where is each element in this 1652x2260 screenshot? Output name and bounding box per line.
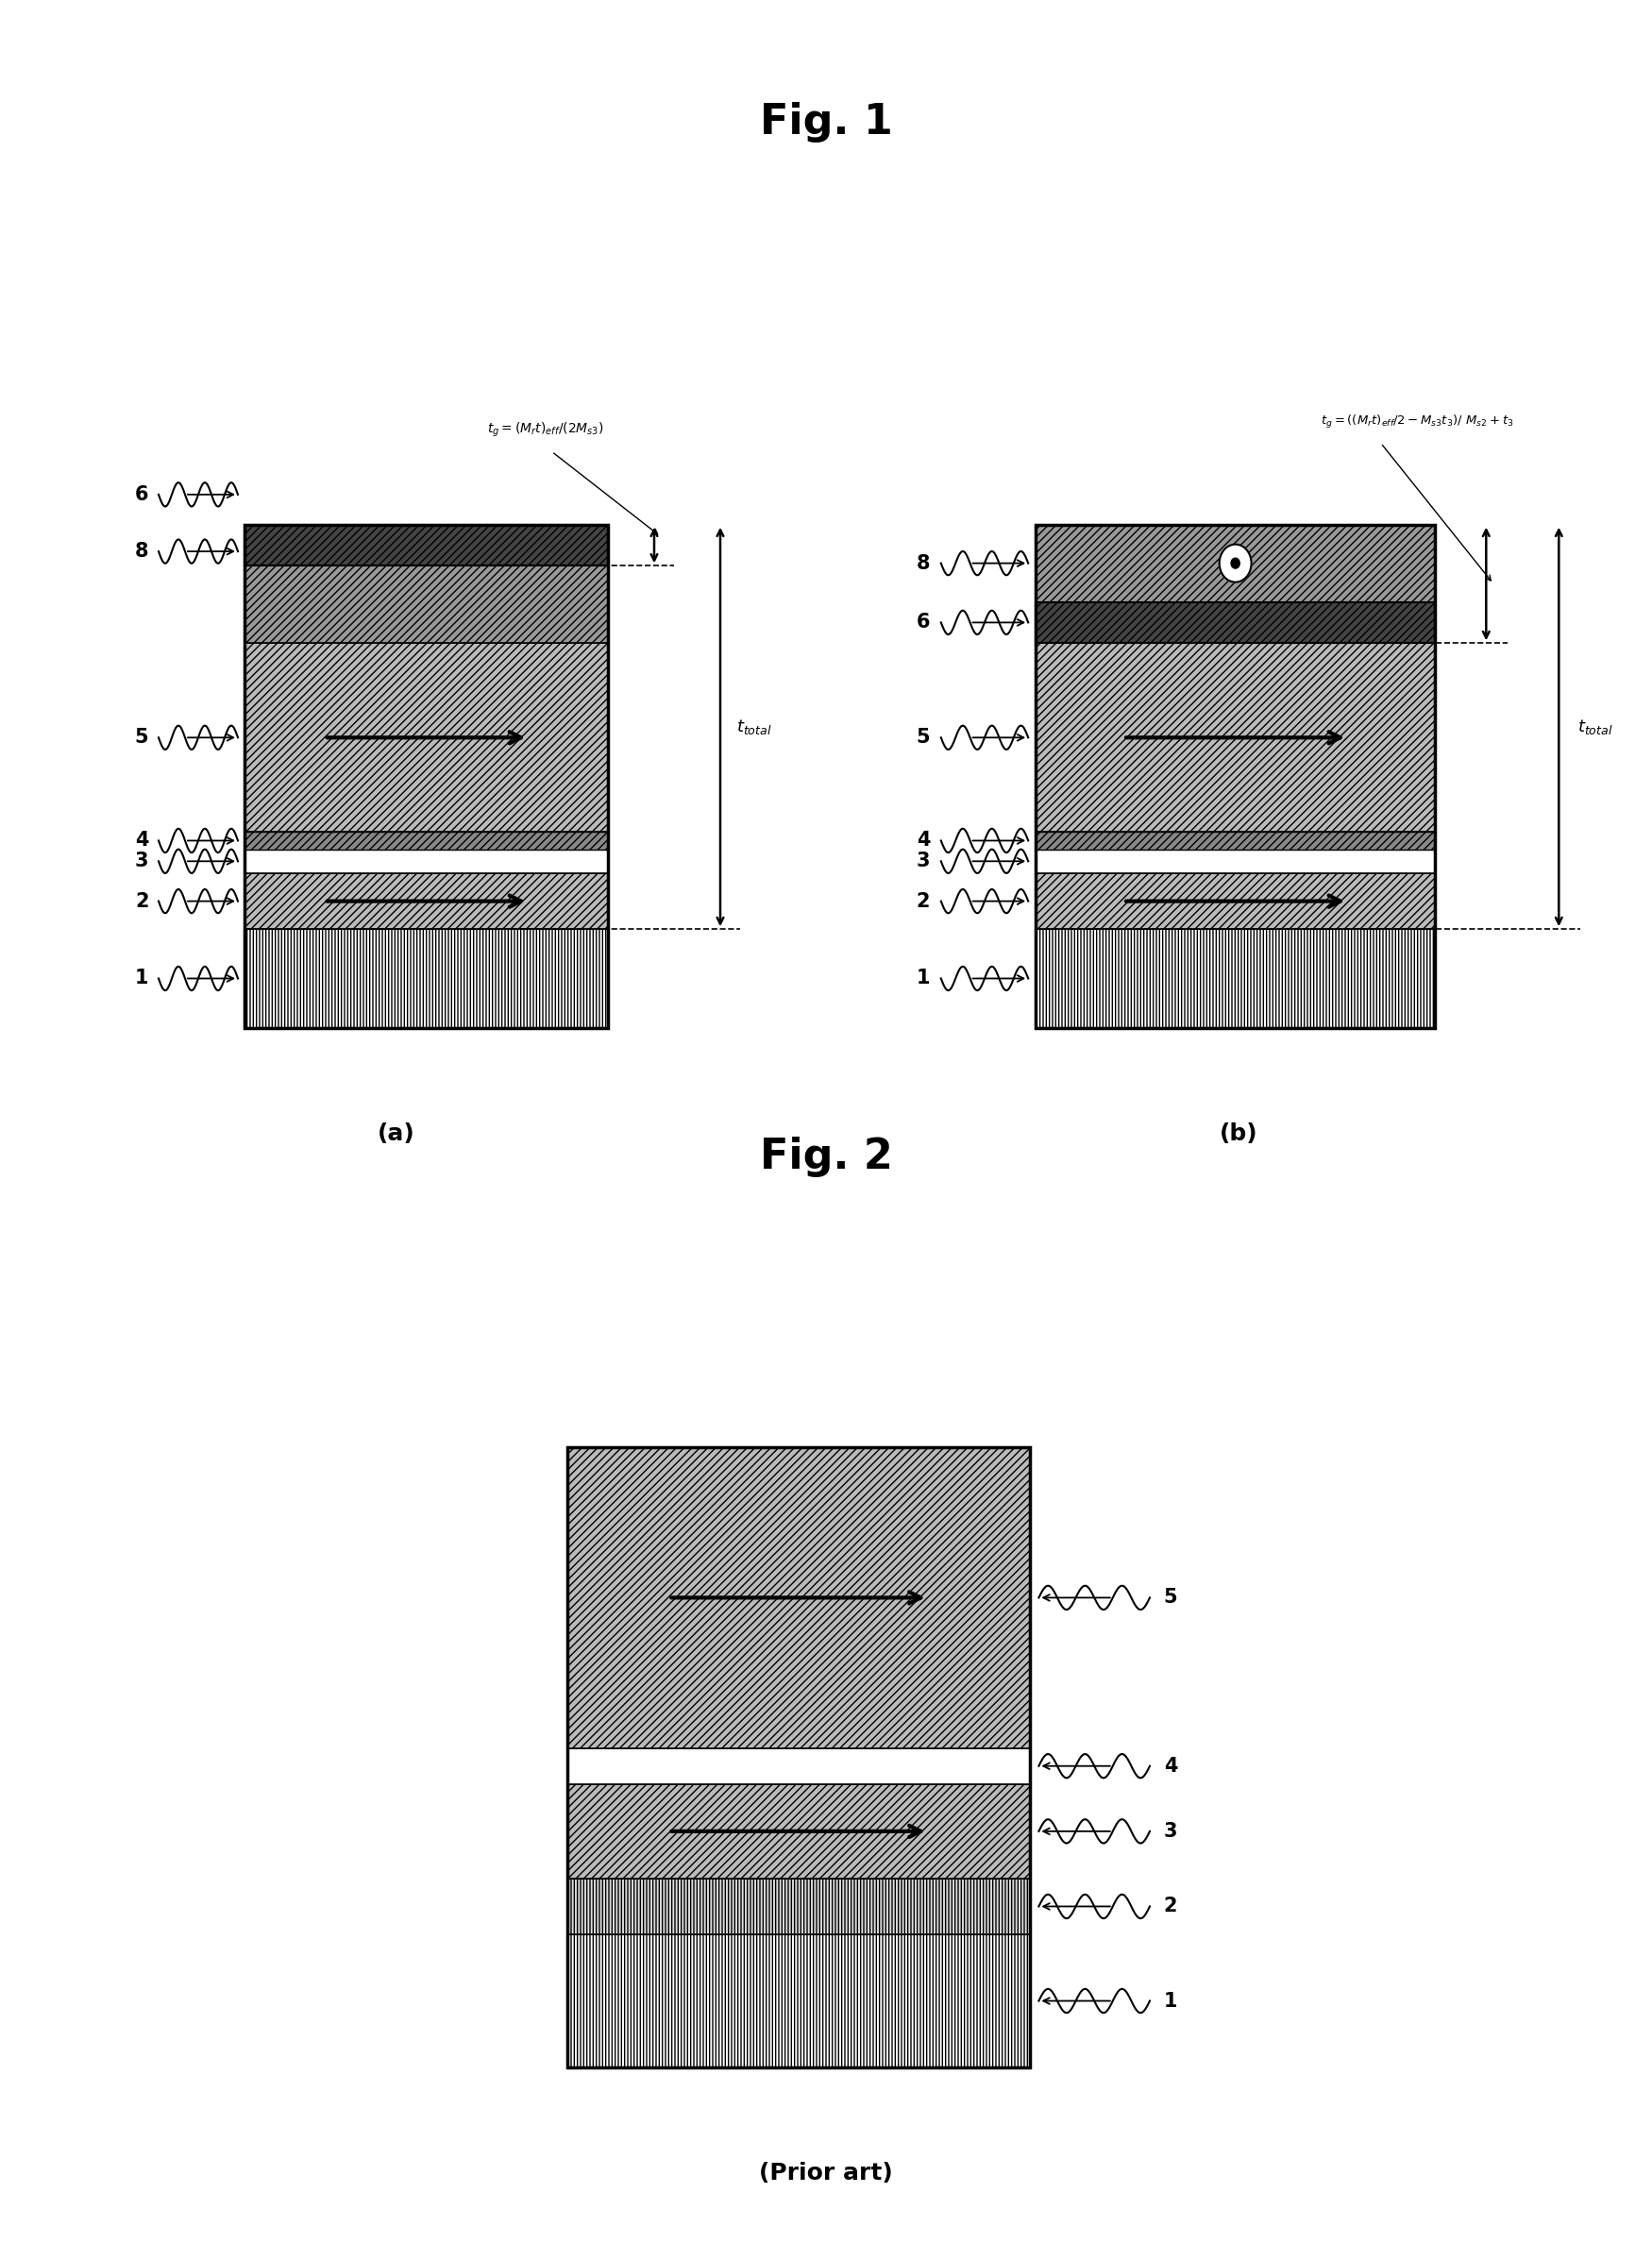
Bar [244, 524, 608, 565]
Bar [244, 565, 608, 644]
Text: 2: 2 [917, 893, 930, 911]
Bar [244, 872, 608, 929]
Text: 3: 3 [135, 852, 149, 870]
Text: (Prior art): (Prior art) [760, 2163, 894, 2185]
Text: Fig. 2: Fig. 2 [760, 1137, 892, 1177]
Text: 3: 3 [917, 852, 930, 870]
Text: $t_{total}$: $t_{total}$ [1578, 716, 1612, 737]
Text: 8: 8 [917, 554, 930, 572]
Bar [1036, 832, 1436, 850]
Bar [567, 1783, 1029, 1878]
Text: 1: 1 [135, 970, 149, 988]
Bar [1036, 850, 1436, 872]
Bar [567, 1747, 1029, 1783]
Text: 8: 8 [135, 542, 149, 560]
Bar [244, 524, 608, 1028]
Bar [567, 1878, 1029, 1935]
Text: 1: 1 [917, 970, 930, 988]
Text: 4: 4 [917, 832, 930, 850]
Bar [244, 832, 608, 850]
Bar [1036, 872, 1436, 929]
Text: 4: 4 [135, 832, 149, 850]
Text: 4: 4 [1163, 1756, 1178, 1776]
Text: (a): (a) [378, 1123, 415, 1146]
Text: Fig. 1: Fig. 1 [760, 102, 892, 142]
Bar [567, 1446, 1029, 2068]
Bar [244, 850, 608, 872]
Bar [567, 1935, 1029, 2068]
Text: 5: 5 [1163, 1589, 1178, 1607]
Text: 2: 2 [135, 893, 149, 911]
Bar [1036, 524, 1436, 601]
Text: 1: 1 [1163, 1991, 1178, 2011]
Text: 6: 6 [135, 486, 149, 504]
Text: (b): (b) [1219, 1123, 1259, 1146]
Bar [244, 644, 608, 832]
Circle shape [1231, 558, 1239, 567]
Bar [1036, 601, 1436, 644]
Text: 5: 5 [917, 728, 930, 748]
Bar [1036, 524, 1436, 1028]
Bar [1036, 644, 1436, 832]
Text: $t_{total}$: $t_{total}$ [737, 716, 773, 737]
Bar [567, 1446, 1029, 1747]
Text: 2: 2 [1163, 1896, 1178, 1916]
Circle shape [1219, 545, 1251, 583]
Text: 5: 5 [135, 728, 149, 748]
Text: 3: 3 [1163, 1822, 1178, 1840]
Text: $t_g=(M_rt)_{eff}/(2M_{s3})$: $t_g=(M_rt)_{eff}/(2M_{s3})$ [487, 420, 603, 438]
Bar [244, 929, 608, 1028]
Bar [1036, 929, 1436, 1028]
Text: 6: 6 [917, 612, 930, 633]
Text: $t_g=((M_rt)_{eff}/2-M_{s3}t_3)/\ M_{s2}+t_3$: $t_g=((M_rt)_{eff}/2-M_{s3}t_3)/\ M_{s2}… [1320, 414, 1513, 429]
